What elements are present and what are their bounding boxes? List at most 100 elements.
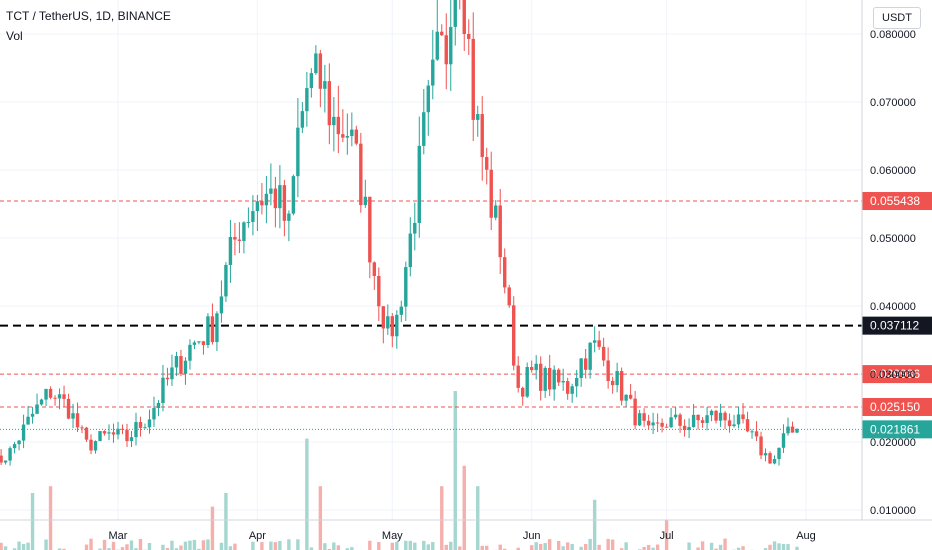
volume-bar (763, 548, 768, 550)
candle-body (84, 427, 89, 440)
volume-bar (786, 544, 790, 550)
price-axis[interactable]: 0.1100000.1000000.0900000.0800000.070000… (861, 0, 916, 520)
volume-bar (768, 544, 772, 550)
volume-bar (296, 539, 300, 550)
candle-body (525, 367, 529, 397)
candle-body (125, 429, 129, 442)
candle-body (471, 38, 475, 120)
volume-bar (422, 540, 426, 550)
candle-body (772, 459, 777, 464)
volume-bar (89, 538, 93, 550)
volume-bar (188, 540, 192, 550)
candle-body (26, 416, 30, 425)
candle-body (750, 431, 754, 433)
candle-body (503, 257, 507, 288)
time-axis[interactable]: Mar Apr May Jun Jul Aug (0, 519, 932, 542)
candle-body (75, 413, 80, 428)
volume-bar (529, 545, 534, 550)
candle-body (556, 369, 561, 383)
candle-body (188, 344, 192, 361)
candle-body (516, 365, 520, 388)
candle-body (494, 205, 498, 218)
volume-bar (251, 541, 255, 550)
candle-body (426, 85, 430, 113)
candle-body (197, 341, 201, 343)
volume-bar (696, 547, 700, 550)
candle-body (246, 221, 251, 223)
candle-body (435, 31, 439, 60)
candle-body (21, 424, 26, 441)
volume-bar (161, 544, 165, 550)
candle-body (255, 201, 260, 212)
volume-bar (233, 543, 237, 550)
candle-body (291, 176, 296, 214)
candle-body (700, 420, 705, 423)
volume-bar (111, 541, 116, 550)
volume-bar (781, 543, 786, 550)
volume-bars (0, 391, 799, 550)
volume-bar (44, 539, 48, 550)
candle-body (642, 413, 646, 421)
candle-body (129, 437, 134, 442)
candle-body (233, 237, 237, 240)
volume-bar (547, 539, 552, 550)
candle-body (687, 427, 691, 431)
time-tick-label: Mar (109, 530, 128, 542)
volume-bar (165, 548, 170, 550)
candle-body (512, 305, 516, 366)
volume-bar (138, 538, 143, 550)
volume-bar (610, 539, 615, 550)
volume-indicator-label[interactable]: Vol (6, 29, 23, 43)
candle-body (35, 404, 39, 414)
price-tick-label: 0.050000 (870, 233, 916, 245)
volume-bar (318, 486, 323, 550)
candle-body (777, 447, 781, 460)
volume-bar (3, 546, 8, 550)
volume-bar (273, 542, 278, 550)
volume-bar (0, 542, 3, 550)
volume-bar (579, 546, 583, 550)
candle-body (152, 408, 156, 420)
volume-bar (224, 493, 228, 550)
candle-body (381, 306, 386, 329)
candle-body (71, 413, 75, 419)
price-tick-label: 0.080000 (870, 29, 916, 41)
volume-bar (57, 548, 62, 550)
volume-bar (404, 540, 408, 550)
candle-body (332, 116, 336, 126)
candle-body (637, 413, 642, 426)
candle-body (8, 448, 12, 461)
symbol-title[interactable]: TCT / TetherUS, 1D, BINANCE (6, 9, 171, 23)
volume-bar (453, 391, 457, 550)
volume-bar (480, 545, 484, 550)
volume-bar (125, 544, 129, 550)
candle-body (529, 367, 534, 371)
horizontal-levels[interactable]: 0.055438 0.037112 0.029986 0.025150 0.021861 (0, 192, 932, 439)
level-label: 0.037112 (870, 319, 919, 333)
volume-bar (718, 544, 723, 550)
candle-body (768, 453, 772, 464)
candle-body (610, 380, 615, 386)
candle-body (574, 377, 579, 387)
volume-bar (597, 544, 601, 550)
candle-body (718, 412, 723, 421)
candle-body (759, 436, 763, 456)
volume-bar (503, 548, 507, 550)
volume-bar (741, 546, 745, 550)
volume-bar (777, 543, 781, 550)
volume-bar (588, 538, 592, 550)
price-tick-label: 0.020000 (870, 437, 916, 449)
candle-body (709, 410, 714, 416)
candle-body (480, 114, 484, 158)
volume-bar (323, 543, 327, 550)
candle-body (323, 81, 327, 89)
candle-body (282, 185, 287, 221)
candle-body (408, 233, 412, 268)
candle-body (345, 136, 350, 138)
candle-body (300, 111, 305, 128)
currency-button[interactable]: USDT (873, 7, 921, 29)
volume-bar (795, 546, 799, 550)
volume-bar (62, 548, 66, 550)
volume-bar (345, 548, 350, 550)
